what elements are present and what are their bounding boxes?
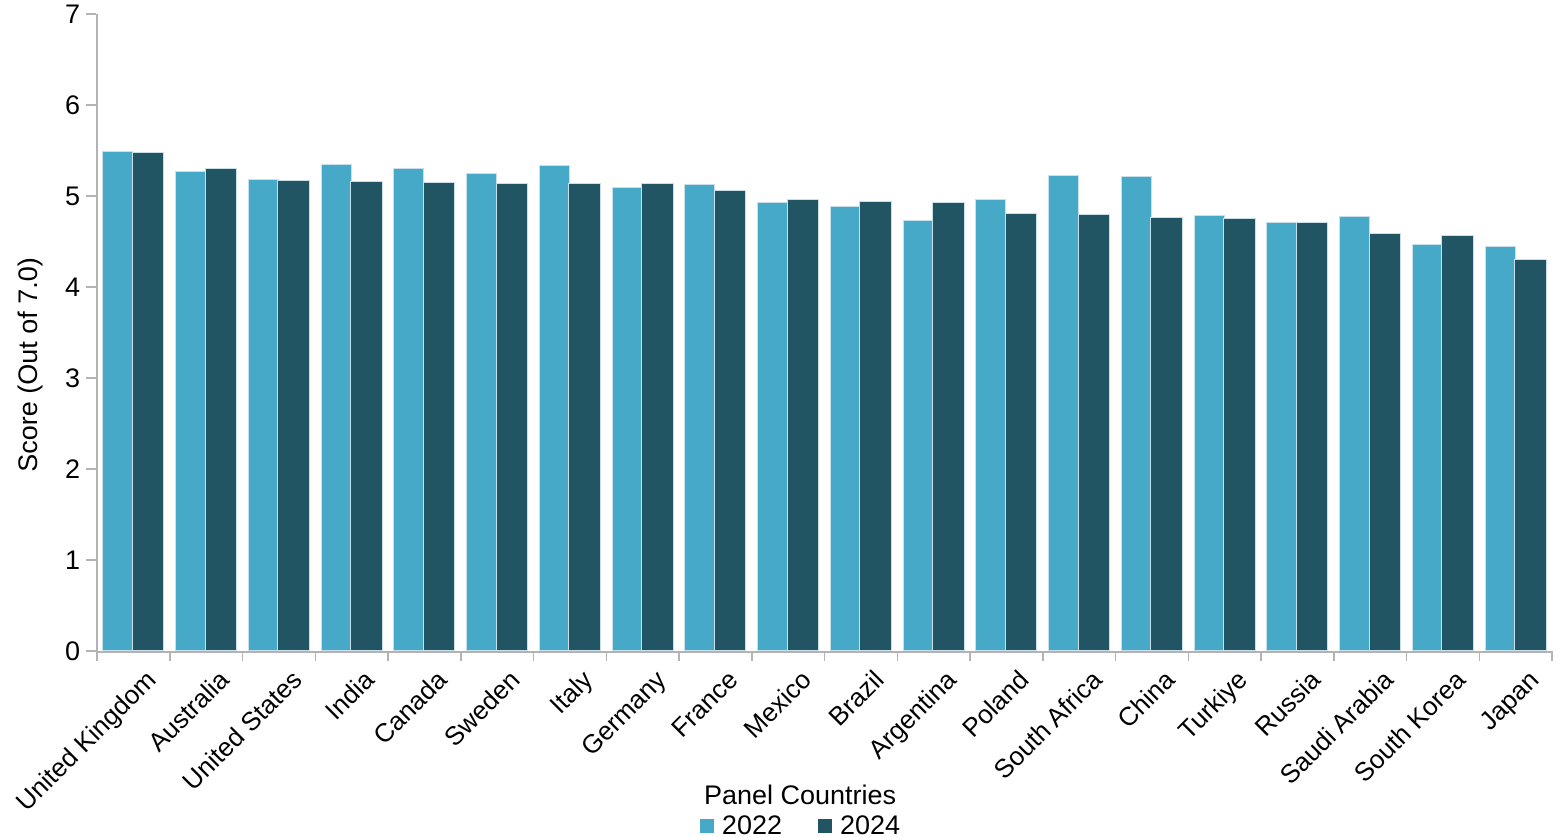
x-tick	[1551, 651, 1553, 661]
bar-2024-russia	[1295, 222, 1329, 651]
legend-label-2024: 2024	[840, 810, 901, 838]
bar-2022-australia	[175, 170, 207, 651]
bar-2024-united-states	[277, 179, 310, 651]
bar-2024-australia	[204, 167, 238, 651]
bar-2024-sweden	[495, 183, 529, 651]
bar-2024-saudi-arabia	[1368, 233, 1402, 651]
bar-2022-germany	[611, 186, 643, 651]
bar-2024-poland	[1004, 213, 1038, 651]
bar-2022-russia	[1266, 222, 1298, 651]
bar-2022-poland	[975, 198, 1007, 651]
bar-2024-south-africa	[1077, 214, 1111, 651]
x-tick	[241, 651, 244, 661]
legend-item-2022: 2022	[699, 810, 782, 838]
x-category-label-japan: Japan	[1472, 664, 1545, 736]
bar-2024-china	[1150, 216, 1183, 651]
x-tick	[1042, 651, 1044, 661]
y-axis-line	[96, 14, 98, 651]
bar-2022-mexico	[757, 202, 789, 651]
x-tick	[460, 651, 462, 661]
y-tick	[86, 468, 96, 470]
x-tick	[1260, 651, 1262, 661]
x-tick	[1187, 651, 1189, 661]
y-tick	[86, 104, 96, 106]
bar-2024-france	[713, 189, 747, 651]
x-category-label-brazil: Brazil	[822, 664, 890, 732]
x-tick	[896, 651, 898, 661]
bar-2024-mexico	[786, 198, 820, 651]
x-tick	[387, 651, 389, 661]
x-tick	[751, 651, 753, 661]
bar-2022-india	[320, 164, 352, 651]
x-axis-title: Panel Countries	[703, 780, 897, 810]
bar-2022-argentina	[902, 219, 934, 651]
y-tick	[86, 650, 96, 652]
bar-2022-italy	[538, 165, 570, 651]
x-tick	[605, 651, 607, 661]
legend: 2022 2024	[97, 810, 1503, 838]
x-tick	[532, 651, 535, 661]
x-category-label-mexico: Mexico	[737, 664, 817, 744]
bar-2024-south-korea	[1441, 235, 1474, 651]
y-tick	[86, 13, 96, 15]
y-tick-label: 2	[64, 454, 80, 484]
y-tick-label: 7	[64, 0, 80, 29]
x-category-label-france: France	[665, 664, 744, 743]
bar-2022-turkiye	[1193, 215, 1225, 651]
y-tick-label: 5	[64, 181, 80, 211]
bar-2024-japan	[1514, 258, 1547, 651]
x-category-label-china: China	[1111, 664, 1181, 734]
legend-swatch-2024	[818, 818, 832, 833]
x-category-label-turkiye: Turkiye	[1172, 664, 1254, 746]
y-tick-label: 1	[64, 545, 80, 575]
x-tick	[678, 651, 680, 661]
bar-2022-sweden	[466, 173, 498, 651]
x-tick	[169, 651, 171, 661]
x-tick	[823, 651, 826, 661]
bar-2024-united-kingdom	[131, 152, 165, 651]
bar-2022-canada	[393, 167, 425, 651]
x-tick	[1478, 651, 1480, 661]
legend-swatch-2022	[699, 818, 714, 833]
bar-2022-south-africa	[1048, 175, 1080, 651]
x-category-label-canada: Canada	[367, 664, 453, 750]
bar-2024-turkiye	[1223, 217, 1256, 651]
bar-2024-italy	[568, 183, 601, 651]
x-tick	[314, 651, 316, 661]
y-tick	[86, 286, 96, 288]
x-category-label-india: India	[319, 664, 381, 726]
bar-2024-canada	[422, 182, 456, 651]
x-tick	[969, 651, 971, 661]
bar-2024-germany	[641, 183, 674, 651]
y-tick	[86, 377, 96, 379]
y-tick	[86, 195, 96, 197]
y-tick-label: 6	[64, 90, 80, 120]
x-category-label-italy: Italy	[543, 664, 599, 720]
bar-2022-united-kingdom	[102, 151, 134, 651]
bar-2022-united-states	[247, 178, 279, 651]
bar-2024-india	[350, 181, 383, 651]
bar-2024-brazil	[859, 200, 892, 651]
bar-2022-france	[684, 184, 716, 651]
x-tick	[1333, 651, 1335, 661]
y-tick-label: 3	[64, 363, 80, 393]
bar-2022-saudi-arabia	[1339, 216, 1371, 651]
bar-2022-china	[1120, 175, 1152, 651]
y-tick-label: 0	[64, 636, 80, 666]
x-tick	[1405, 651, 1408, 661]
y-tick	[86, 559, 96, 561]
y-tick-label: 4	[64, 272, 80, 302]
bar-2022-south-korea	[1411, 244, 1443, 651]
x-tick	[1114, 651, 1117, 661]
bar-2024-argentina	[932, 202, 965, 651]
bar-2022-brazil	[829, 206, 861, 651]
x-tick	[96, 651, 98, 661]
bar-2022-japan	[1484, 246, 1516, 651]
legend-label-2022: 2022	[721, 810, 782, 838]
legend-item-2024: 2024	[818, 810, 900, 838]
x-category-label-sweden: Sweden	[437, 664, 526, 752]
